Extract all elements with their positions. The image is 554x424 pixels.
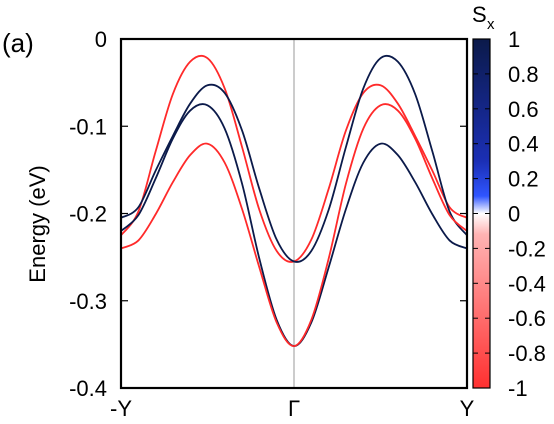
y-tick-label: -0.4: [69, 376, 107, 401]
x-axis-ticks: -Y Γ Y: [110, 396, 475, 421]
colorbar-tick-label: 0: [508, 202, 520, 227]
plot-frame: [119, 37, 469, 390]
x-tick-label: Y: [460, 396, 475, 421]
colorbar-tick-label: -1: [508, 376, 528, 401]
colorbar-tick-label: -0.2: [508, 236, 546, 261]
colorbar-ticks: 1 0.8 0.6 0.4 0.2 0 -0.2 -0.4 -0.6 -0.8 -1: [473, 27, 546, 401]
y-tick-label: -0.2: [69, 202, 107, 227]
colorbar-tick-label: 1: [508, 27, 520, 52]
colorbar-title-main: S: [472, 2, 487, 27]
band-lines: [120, 54, 468, 348]
colorbar-tick-label: -0.8: [508, 341, 546, 366]
colorbar-tick-label: 0.8: [508, 62, 539, 87]
band-line-2: [120, 54, 468, 263]
y-tick-label: 0: [95, 27, 107, 52]
y-tick-label: -0.1: [69, 114, 107, 139]
band-line-4: [120, 103, 468, 348]
colorbar-tick-label: 0.6: [508, 97, 539, 122]
x-tick-label: -Y: [110, 396, 132, 421]
colorbar-title: S x: [472, 2, 495, 33]
colorbar-tick-label: -0.6: [508, 306, 546, 331]
panel-label: (a): [2, 28, 34, 58]
colorbar-title-sub: x: [487, 16, 495, 33]
colorbar-tick-label: 0.2: [508, 167, 539, 192]
y-axis-ticks: 0 -0.1 -0.2 -0.3 -0.4: [69, 27, 467, 401]
x-tick-label: Γ: [288, 396, 300, 421]
y-tick-label: -0.3: [69, 289, 107, 314]
y-axis-label: Energy (eV): [25, 165, 50, 282]
colorbar-tick-label: -0.4: [508, 271, 546, 296]
colorbar-tick-label: 0.4: [508, 132, 539, 157]
